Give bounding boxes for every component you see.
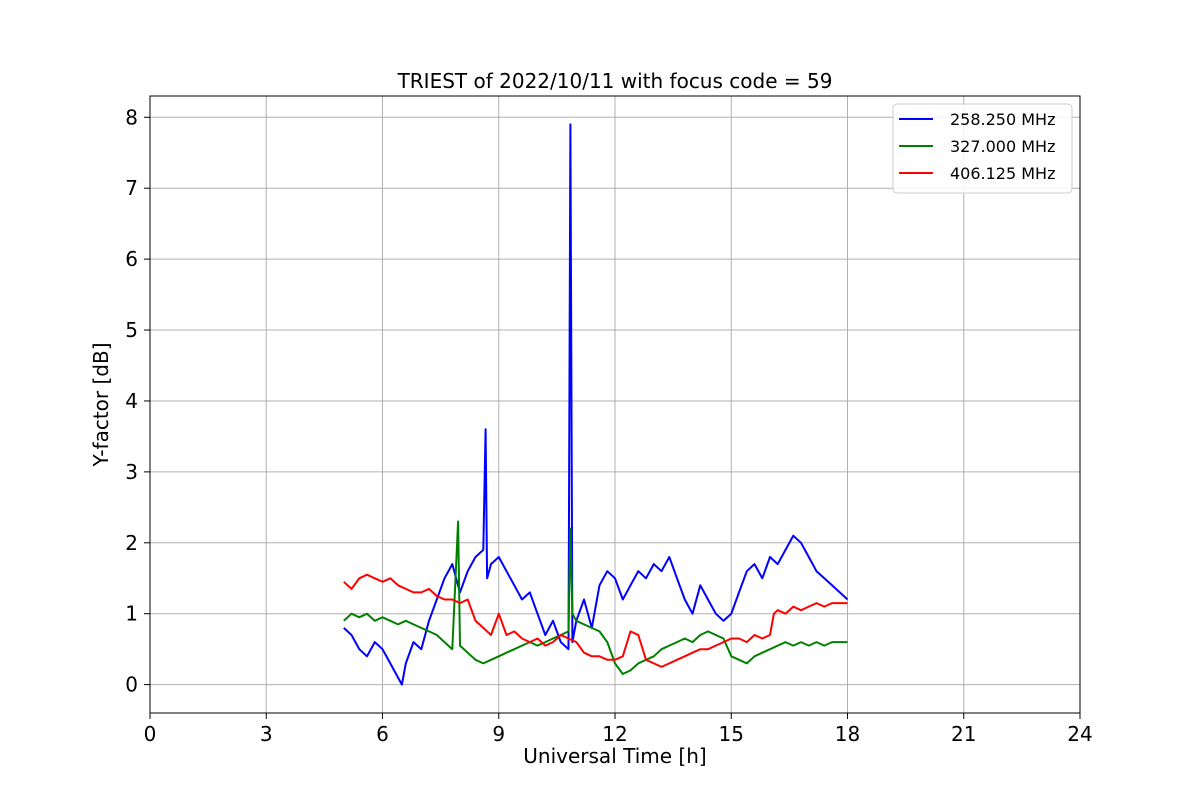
series-line-2 <box>343 520 848 675</box>
y-tick-label: 2 <box>125 531 138 555</box>
legend: 258.250 MHz 327.000 MHz 406.125 MHz <box>892 103 1073 194</box>
y-tick-label: 8 <box>125 105 138 129</box>
x-tick-label: 0 <box>144 722 157 746</box>
x-tick-label: 9 <box>492 722 505 746</box>
y-tick-label: 6 <box>125 247 138 271</box>
y-tick-label: 1 <box>125 602 138 626</box>
x-tick-label: 6 <box>376 722 389 746</box>
y-axis-title: Y-factor [dB] <box>89 342 113 467</box>
series-group <box>343 123 849 686</box>
legend-label: 406.125 MHz <box>950 164 1055 183</box>
x-tick-label: 15 <box>719 722 744 746</box>
legend-box <box>892 103 1073 194</box>
legend-label: 258.250 MHz <box>950 110 1055 129</box>
y-tick-label: 0 <box>125 673 138 697</box>
legend-label: 327.000 MHz <box>950 137 1055 156</box>
y-tick-label: 3 <box>125 460 138 484</box>
series-line-3 <box>343 573 848 668</box>
y-tick-label: 5 <box>125 318 138 342</box>
chart-title: TRIEST of 2022/10/11 with focus code = 5… <box>397 69 833 93</box>
x-tick-label: 21 <box>951 722 976 746</box>
y-tick-label: 7 <box>125 176 138 200</box>
x-tick-label: 12 <box>602 722 627 746</box>
y-tick-label: 4 <box>125 389 138 413</box>
x-tick-label: 24 <box>1067 722 1092 746</box>
x-tick-label: 3 <box>260 722 273 746</box>
x-tick-label: 18 <box>835 722 860 746</box>
x-axis-title: Universal Time [h] <box>523 744 706 768</box>
